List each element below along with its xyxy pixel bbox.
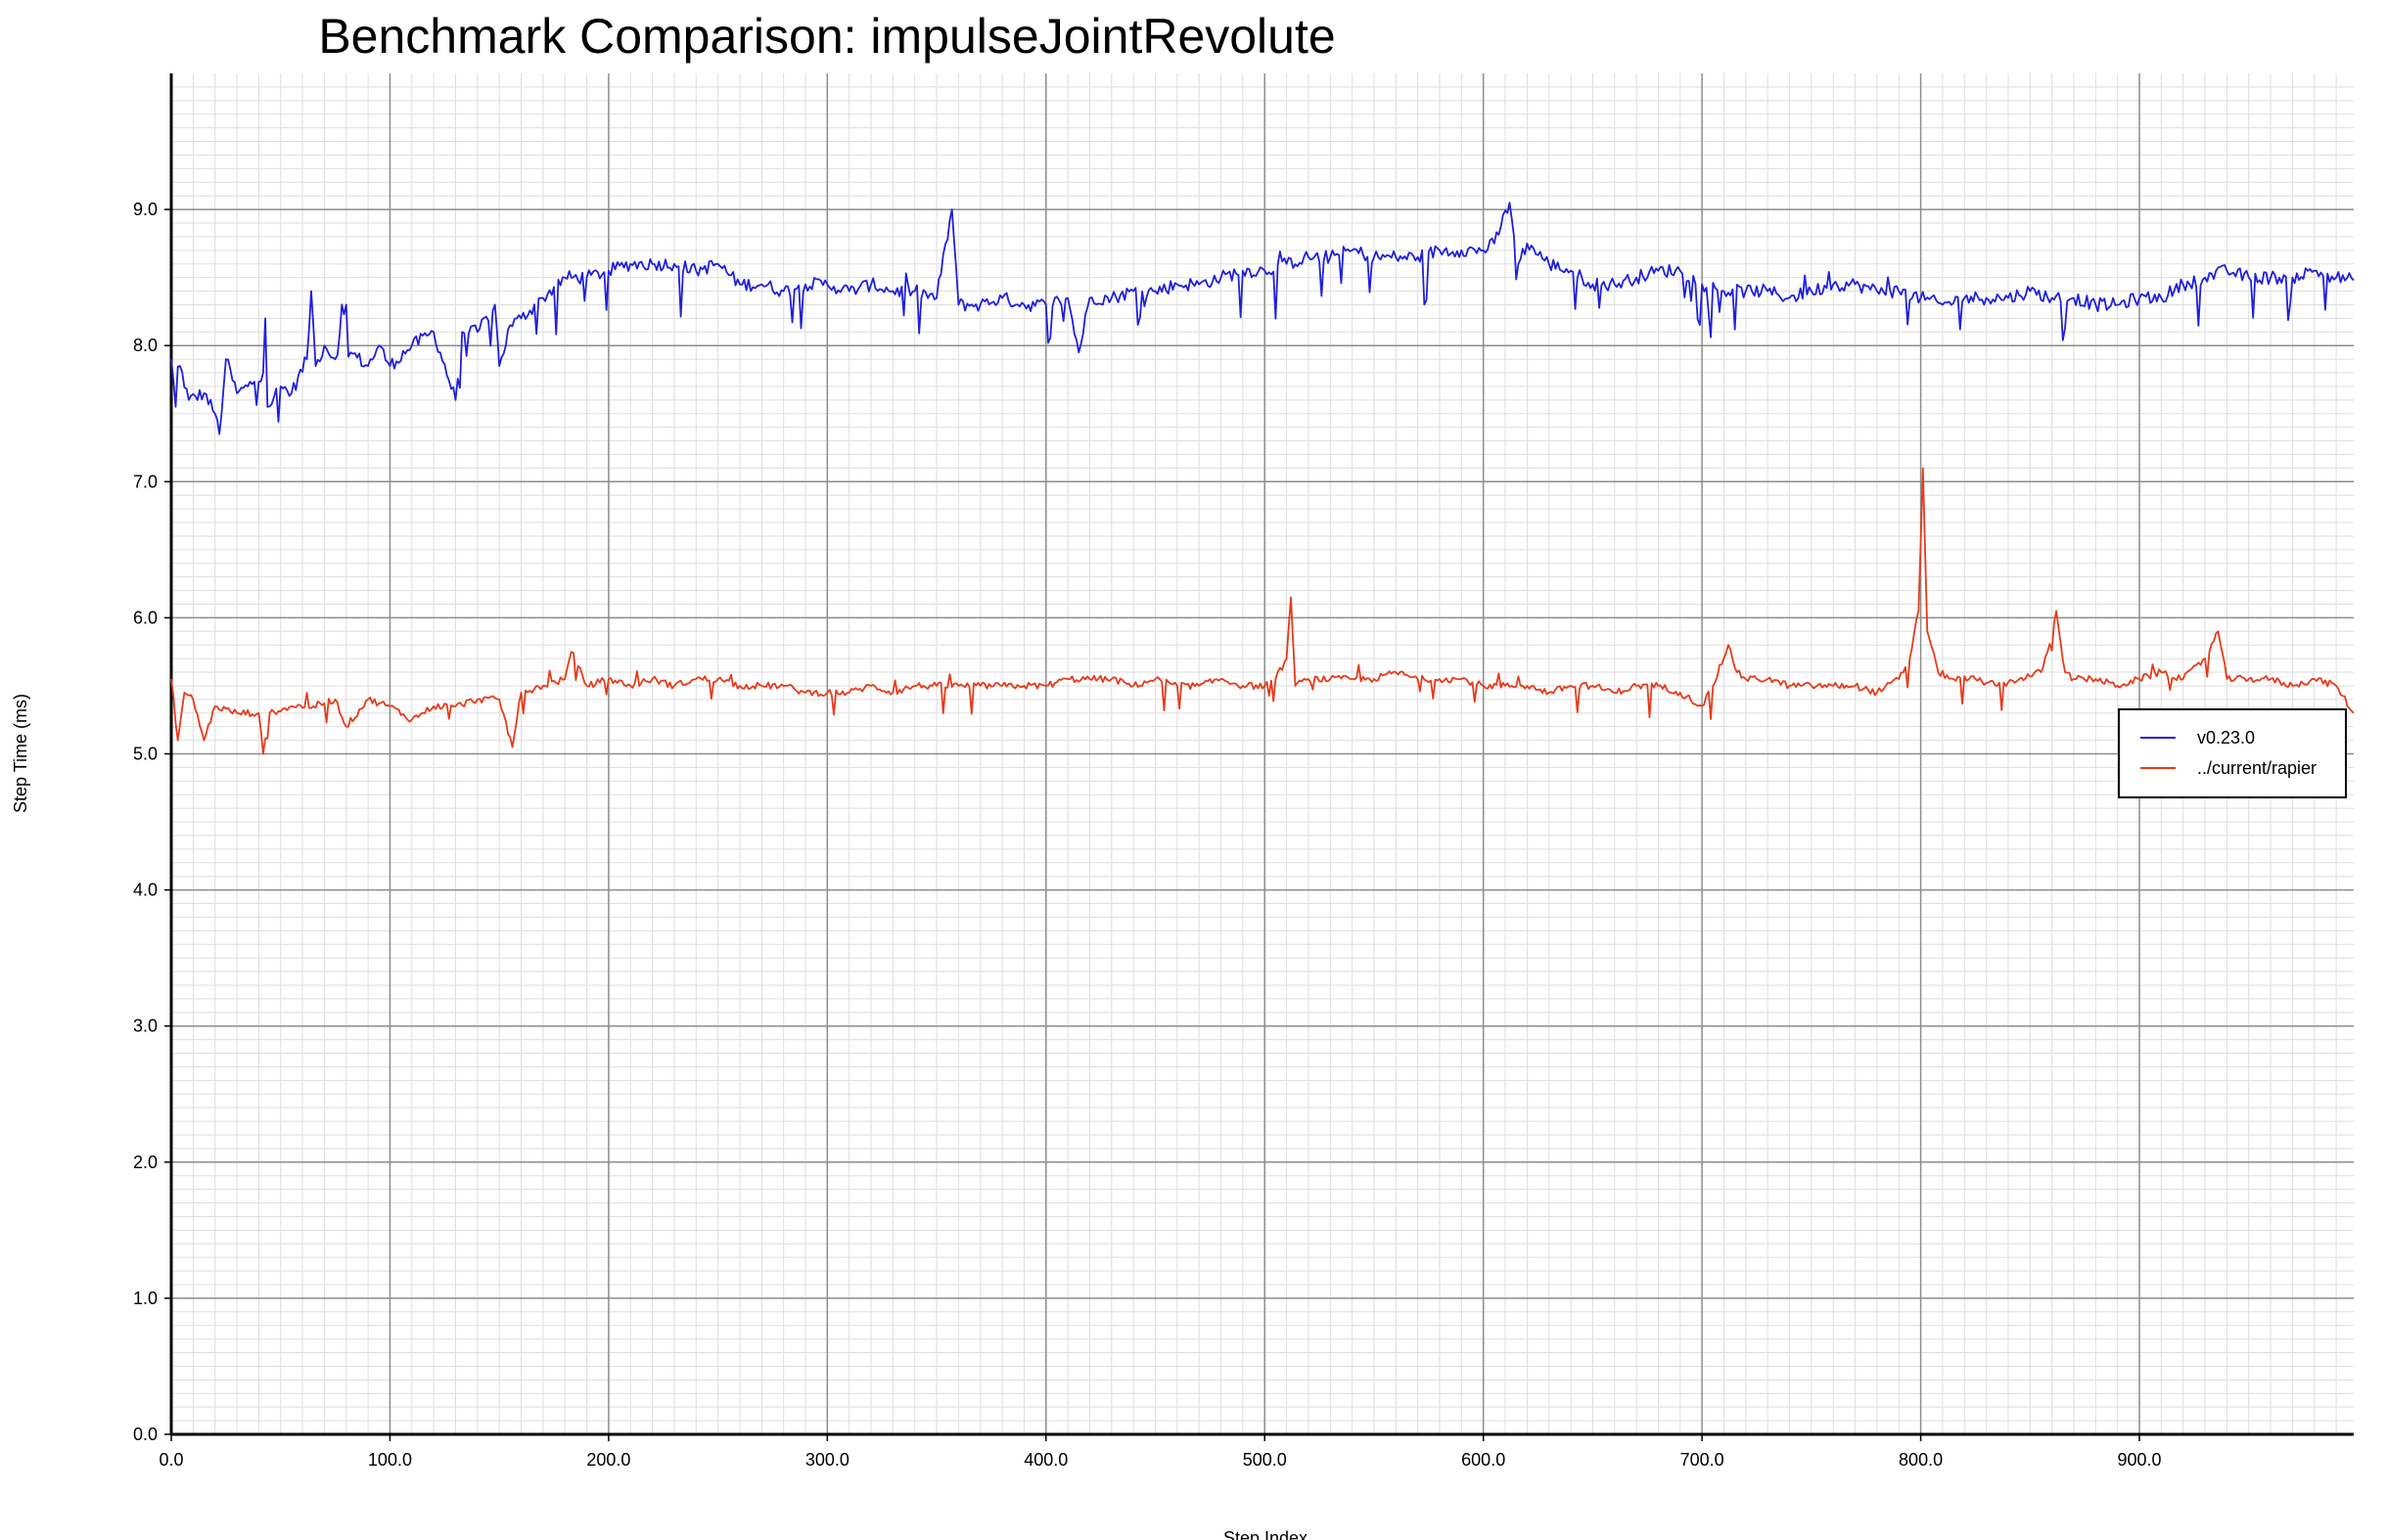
y-tick-label: 2.0 [133, 1153, 158, 1172]
chart-title: Benchmark Comparison: impulseJointRevolu… [318, 9, 1336, 64]
y-tick-label: 0.0 [133, 1425, 158, 1444]
x-tick-label: 0.0 [159, 1450, 183, 1470]
y-tick-label: 6.0 [133, 608, 158, 627]
y-tick-label: 3.0 [133, 1017, 158, 1036]
y-tick-label: 1.0 [133, 1289, 158, 1308]
x-tick-label: 900.0 [2117, 1450, 2161, 1470]
x-tick-label: 100.0 [368, 1450, 412, 1470]
major-grid [171, 73, 2354, 1434]
y-tick-label: 5.0 [133, 745, 158, 764]
x-tick-label: 800.0 [1899, 1450, 1943, 1470]
y-tick-label: 7.0 [133, 472, 158, 491]
y-tick-label: 4.0 [133, 881, 158, 900]
legend-label: ../current/rapier [2197, 758, 2317, 778]
axes [164, 73, 2354, 1441]
x-tick-label: 600.0 [1461, 1450, 1505, 1470]
y-tick-label: 9.0 [133, 200, 158, 219]
x-tick-label: 500.0 [1243, 1450, 1287, 1470]
series-line-current-rapier [170, 467, 2355, 755]
y-tick-label: 8.0 [133, 336, 158, 355]
legend: v0.23.0 ../current/rapier [2118, 708, 2347, 798]
series-line-v0-23-0 [170, 202, 2355, 435]
x-axis-title: Step Index [1223, 1528, 1308, 1540]
x-tick-label: 200.0 [586, 1450, 630, 1470]
x-tick-labels: 0.0 100.0 200.0 300.0 400.0 500.0 600.0 700.0 80… [159, 1450, 2161, 1470]
x-tick-label: 300.0 [805, 1450, 849, 1470]
legend-label: v0.23.0 [2197, 728, 2255, 747]
legend-box [2118, 708, 2347, 798]
x-tick-label: 700.0 [1680, 1450, 1724, 1470]
series-layer [170, 202, 2355, 755]
y-axis-title: Step Time (ms) [11, 694, 30, 813]
y-tick-labels: 0.0 1.0 2.0 3.0 4.0 5.0 6.0 7.0 8.0 9.0 [133, 200, 158, 1444]
x-tick-label: 400.0 [1024, 1450, 1068, 1470]
